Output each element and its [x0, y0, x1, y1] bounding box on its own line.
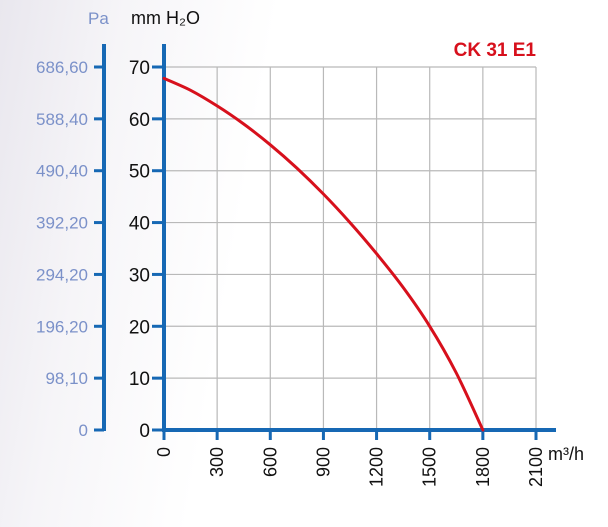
y-tick-label-2: 20	[129, 317, 150, 338]
mm-h2o-axis-label: mm H₂O	[131, 8, 200, 28]
grid-lines	[164, 66, 537, 430]
pa-tick-label-1: 98,10	[45, 369, 88, 388]
x-tick-label-3: 900	[313, 447, 333, 477]
y-tick-label-6: 60	[129, 110, 150, 131]
pa-tick-label-0: 0	[79, 421, 88, 440]
x-axis-unit-label: m³/h	[548, 444, 584, 464]
x-tick-label-5: 1500	[420, 447, 440, 487]
x-tick-label-0: 0	[154, 447, 174, 457]
x-tick-label-2: 600	[260, 447, 280, 477]
chart-title: CK 31 E1	[454, 40, 537, 61]
y-tick-label-1: 10	[129, 369, 150, 390]
series-line-0	[162, 76, 485, 432]
labels-group: Pa mm H₂O CK 31 E1 m³/h	[88, 8, 584, 464]
y-tick-label-3: 30	[129, 265, 150, 286]
series-group	[162, 76, 485, 432]
y-tick-label-7: 70	[129, 58, 150, 79]
x-tick-label-7: 2100	[526, 447, 546, 487]
pa-tick-label-7: 686,60	[36, 58, 88, 77]
y-tick-label-5: 50	[129, 162, 150, 183]
axes: 0 98,10 196,20 294,20 392,20 490,40 588,40 686,…	[36, 44, 556, 487]
pa-tick-label-5: 490,40	[36, 162, 88, 181]
pa-axis-label: Pa	[88, 9, 109, 28]
pa-tick-label-4: 392,20	[36, 214, 88, 233]
pa-tick-label-3: 294,20	[36, 265, 88, 284]
pa-tick-label-2: 196,20	[36, 317, 88, 336]
y-tick-label-0: 0	[139, 421, 150, 442]
y-tick-label-4: 40	[129, 214, 150, 235]
x-tick-label-1: 300	[207, 447, 227, 477]
x-tick-label-4: 1200	[367, 447, 387, 487]
pa-tick-label-6: 588,40	[36, 110, 88, 129]
x-tick-label-6: 1800	[473, 447, 493, 487]
